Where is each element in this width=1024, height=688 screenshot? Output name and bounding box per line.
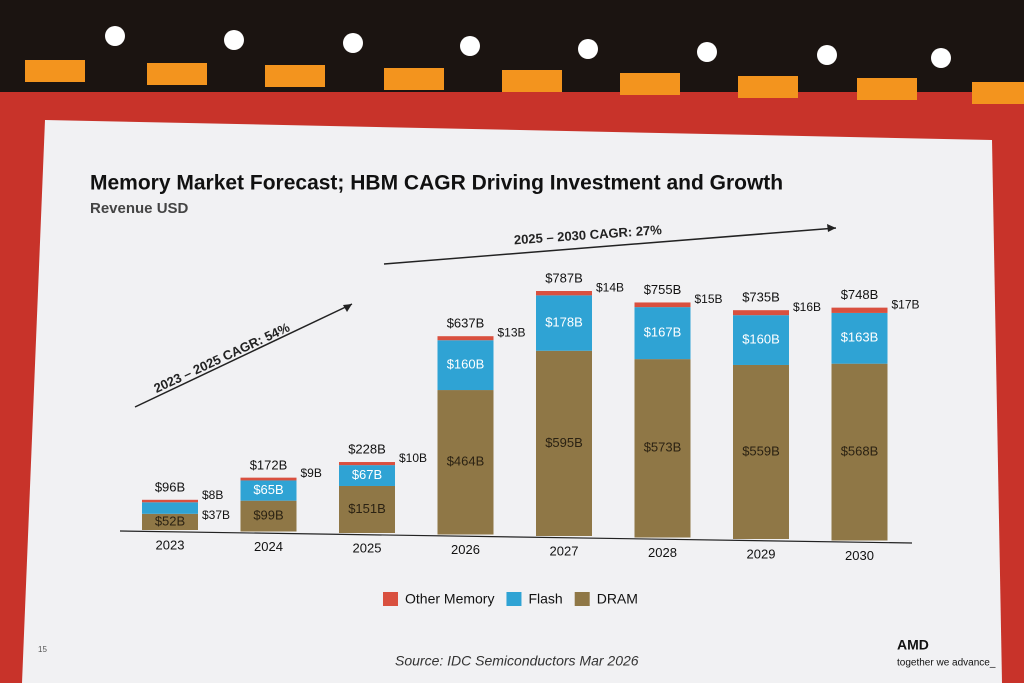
data-label: $559B — [742, 443, 780, 458]
data-label: $151B — [348, 501, 386, 516]
bar-segment — [142, 513, 198, 530]
data-label: $14B — [596, 280, 624, 294]
data-label: $65B — [253, 482, 283, 497]
chart-subtitle: Revenue USD — [90, 200, 189, 217]
baseline — [119, 530, 913, 544]
x-tick-label: 2023 — [156, 537, 185, 552]
legend-label: Flash — [528, 591, 562, 607]
bar-segment — [831, 307, 888, 313]
bar-segment — [240, 500, 297, 532]
cagr-arrow — [383, 227, 837, 265]
chart-title: Memory Market Forecast; HBM CAGR Driving… — [90, 172, 783, 195]
bar-segment — [240, 480, 297, 501]
data-label: $167B — [644, 325, 682, 340]
x-tick-label: 2025 — [353, 540, 382, 555]
logo-tagline: together we advance_ — [897, 658, 996, 669]
bar-segment — [437, 390, 494, 535]
total-label: $96B — [155, 480, 185, 495]
data-label: $464B — [447, 454, 485, 469]
page-number: 15 — [38, 645, 47, 654]
legend-swatch — [383, 592, 398, 606]
total-label: $755B — [644, 282, 682, 297]
data-label: $10B — [399, 451, 427, 465]
bar-segment — [831, 363, 888, 541]
data-label: $52B — [155, 513, 185, 528]
bar-segment — [142, 502, 198, 514]
total-label: $228B — [348, 441, 386, 456]
logo: AMD — [897, 637, 929, 653]
bar-segment — [634, 302, 691, 308]
bar-segment — [733, 364, 789, 539]
stage-lights — [25, 26, 1024, 104]
legend-label: Other Memory — [405, 591, 494, 607]
data-label: $9B — [301, 466, 322, 480]
bar-segment — [437, 336, 494, 341]
data-label: $160B — [447, 357, 485, 372]
data-label: $17B — [892, 297, 920, 311]
legend-swatch — [574, 592, 590, 606]
legend-swatch — [506, 592, 522, 606]
x-tick-label: 2026 — [451, 542, 480, 557]
data-label: $99B — [253, 508, 283, 523]
bar-segment — [733, 310, 789, 316]
data-label: $37B — [202, 508, 230, 522]
bar-segment — [634, 307, 691, 360]
x-tick-label: 2030 — [845, 548, 874, 563]
x-tick-label: 2024 — [254, 539, 283, 554]
arrow-head — [827, 224, 836, 232]
data-label: $573B — [644, 440, 682, 455]
data-label: $16B — [793, 300, 821, 314]
data-label: $67B — [352, 467, 382, 482]
x-tick-label: 2027 — [550, 543, 579, 558]
bar-segment — [831, 312, 888, 364]
data-label: $595B — [545, 435, 583, 450]
data-label: $568B — [841, 444, 879, 459]
data-label: $8B — [202, 488, 223, 502]
bar-segment — [536, 350, 592, 536]
total-label: $787B — [545, 270, 583, 285]
slide — [22, 120, 1002, 683]
bar-segment — [339, 465, 395, 486]
bar-segment — [240, 477, 297, 481]
data-label: $160B — [742, 332, 780, 347]
bar-segment — [536, 291, 592, 296]
bar-segment — [733, 315, 789, 365]
total-label: $748B — [841, 287, 879, 302]
total-label: $172B — [250, 457, 288, 472]
bar-segment — [142, 499, 198, 503]
data-label: $163B — [841, 330, 879, 345]
bar-segment — [339, 462, 395, 466]
data-label: $178B — [545, 315, 583, 330]
x-tick-label: 2028 — [648, 545, 677, 560]
x-tick-label: 2029 — [747, 546, 776, 561]
data-label: $13B — [498, 325, 526, 339]
bar-segment — [339, 485, 395, 533]
cagr-arrow — [134, 303, 353, 408]
bar-segment — [634, 359, 691, 538]
arrow-head — [343, 304, 352, 312]
total-label: $637B — [447, 316, 485, 331]
data-label: $15B — [695, 292, 723, 306]
total-label: $735B — [742, 290, 780, 305]
bar-segment — [437, 340, 494, 391]
bar-segment — [536, 295, 592, 351]
source: Source: IDC Semiconductors Mar 2026 — [395, 653, 639, 669]
legend-label: DRAM — [597, 591, 638, 607]
